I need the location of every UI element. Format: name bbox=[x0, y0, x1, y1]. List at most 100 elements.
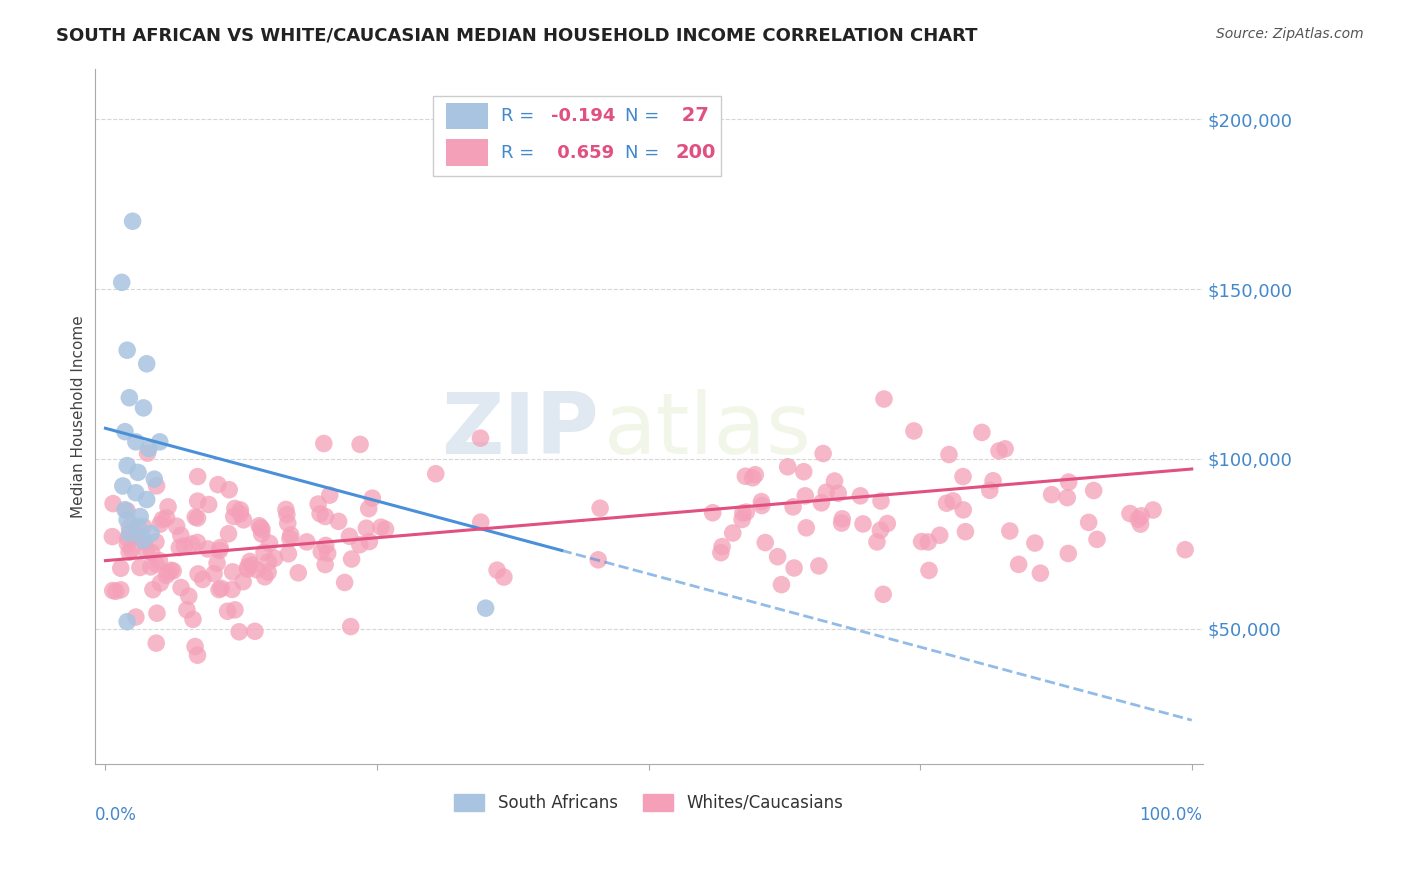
Point bbox=[110, 561, 132, 575]
Point bbox=[1119, 507, 1142, 521]
Point bbox=[184, 510, 207, 524]
Point bbox=[979, 483, 1001, 498]
Point bbox=[259, 536, 281, 550]
Point bbox=[176, 603, 198, 617]
Point bbox=[359, 534, 381, 549]
Point bbox=[249, 521, 271, 535]
Point bbox=[253, 570, 276, 584]
Point bbox=[1007, 558, 1029, 572]
Point bbox=[340, 552, 363, 566]
Point bbox=[349, 437, 371, 451]
Point bbox=[217, 604, 239, 618]
Point bbox=[218, 526, 240, 541]
Point bbox=[114, 502, 136, 516]
Point bbox=[127, 466, 149, 480]
Point bbox=[115, 615, 138, 629]
Point bbox=[831, 516, 853, 530]
Point bbox=[121, 542, 143, 557]
Point bbox=[849, 489, 872, 503]
Point bbox=[186, 648, 208, 663]
Point bbox=[955, 524, 977, 539]
Point bbox=[1083, 483, 1105, 498]
Point bbox=[942, 494, 965, 508]
Point bbox=[783, 561, 806, 575]
Point bbox=[187, 566, 209, 581]
Point bbox=[872, 587, 894, 601]
Point bbox=[349, 538, 371, 552]
Point bbox=[721, 526, 744, 541]
Point bbox=[1057, 547, 1080, 561]
Point bbox=[247, 518, 270, 533]
Point bbox=[710, 546, 733, 560]
Point bbox=[586, 553, 609, 567]
Point bbox=[263, 551, 285, 566]
Point bbox=[229, 503, 252, 517]
Point bbox=[180, 537, 202, 551]
Point bbox=[125, 610, 148, 624]
Point bbox=[115, 458, 138, 473]
Point bbox=[117, 537, 139, 551]
Point bbox=[148, 553, 170, 567]
Point bbox=[315, 538, 337, 552]
Point bbox=[374, 522, 396, 536]
Point bbox=[209, 582, 232, 596]
Point bbox=[333, 575, 356, 590]
Point bbox=[928, 528, 950, 542]
Point bbox=[134, 535, 156, 549]
Point bbox=[257, 555, 280, 569]
FancyBboxPatch shape bbox=[446, 103, 488, 129]
Point bbox=[197, 541, 219, 556]
Point bbox=[370, 520, 392, 534]
Point bbox=[145, 479, 167, 493]
Point bbox=[910, 534, 932, 549]
Point bbox=[208, 582, 231, 597]
Point bbox=[935, 496, 957, 510]
Point bbox=[221, 582, 243, 597]
Point bbox=[824, 474, 846, 488]
Point bbox=[239, 554, 262, 568]
Point bbox=[181, 612, 204, 626]
Point bbox=[236, 559, 259, 574]
Point bbox=[470, 515, 492, 529]
Point bbox=[918, 563, 941, 577]
Point bbox=[166, 519, 188, 533]
Point bbox=[744, 467, 766, 482]
Legend: South Africans, Whites/Caucasians: South Africans, Whites/Caucasians bbox=[447, 787, 849, 819]
Point bbox=[117, 532, 139, 546]
Point bbox=[425, 467, 447, 481]
Point bbox=[361, 491, 384, 505]
Point bbox=[232, 574, 254, 589]
Point bbox=[741, 471, 763, 485]
Point bbox=[766, 549, 789, 564]
Point bbox=[866, 535, 889, 549]
Point bbox=[202, 566, 225, 581]
Point bbox=[998, 524, 1021, 538]
Point bbox=[142, 582, 165, 597]
Point bbox=[295, 535, 318, 549]
Point bbox=[149, 517, 172, 532]
Point bbox=[1029, 566, 1052, 581]
Point bbox=[141, 545, 163, 559]
Point bbox=[1077, 516, 1099, 530]
Point bbox=[356, 521, 378, 535]
Text: Source: ZipAtlas.com: Source: ZipAtlas.com bbox=[1216, 27, 1364, 41]
Point bbox=[139, 560, 162, 574]
Point bbox=[277, 516, 299, 531]
Point bbox=[110, 582, 132, 597]
Point bbox=[187, 469, 209, 483]
Point bbox=[807, 558, 830, 573]
Point bbox=[240, 558, 263, 572]
Text: 0.659: 0.659 bbox=[551, 144, 614, 161]
Point bbox=[988, 444, 1011, 458]
Point bbox=[1129, 517, 1152, 532]
Point bbox=[187, 494, 209, 508]
Point bbox=[118, 526, 141, 541]
Point bbox=[250, 522, 273, 536]
Point bbox=[173, 539, 195, 553]
Point bbox=[870, 494, 893, 508]
Point bbox=[129, 509, 152, 524]
Point bbox=[139, 526, 162, 541]
Point bbox=[794, 489, 817, 503]
Point bbox=[474, 601, 496, 615]
Point bbox=[149, 434, 172, 449]
